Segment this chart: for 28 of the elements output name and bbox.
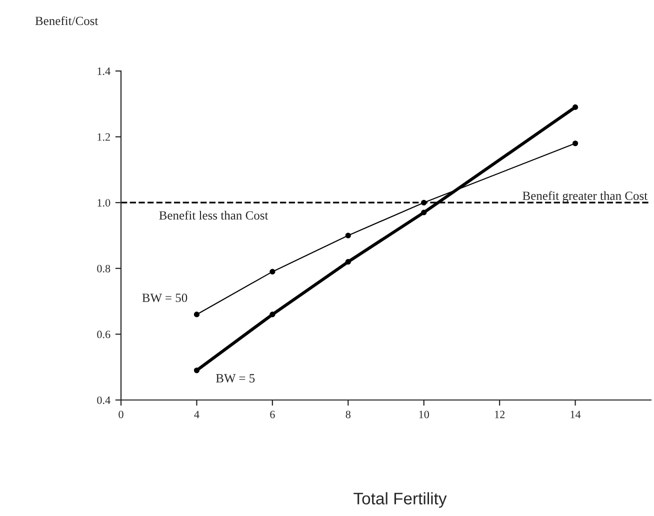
point xyxy=(194,312,200,318)
x-tick-label: 0 xyxy=(118,410,124,418)
annotation: Benefit less than Cost xyxy=(159,210,268,220)
point xyxy=(572,104,578,110)
x-axis-title: Total Fertility xyxy=(354,492,447,508)
x-tick-label: 4 xyxy=(194,410,200,418)
point xyxy=(421,210,427,216)
x-tick-label: 8 xyxy=(346,410,350,418)
point xyxy=(345,232,351,238)
point xyxy=(270,312,276,318)
point xyxy=(194,368,200,374)
y-tick-label: 1.0 xyxy=(98,199,110,207)
y-axis-title: Benefit/Cost xyxy=(35,16,98,26)
y-tick-label: 0.6 xyxy=(97,330,110,338)
point xyxy=(345,259,351,265)
y-tick-label: 1.4 xyxy=(98,68,110,76)
annotation: Benefit greater than Cost xyxy=(522,191,648,203)
point xyxy=(270,268,276,274)
y-tick-label: 1.2 xyxy=(98,133,110,141)
x-tick-label: 12 xyxy=(494,410,505,418)
point xyxy=(572,140,578,146)
y-tick-label: 0.8 xyxy=(97,264,110,272)
x-tick-label: 10 xyxy=(419,410,429,418)
x-tick-label: 14 xyxy=(570,410,581,418)
y-tick-label: 0.4 xyxy=(97,396,110,404)
x-tick-label: 6 xyxy=(270,410,275,418)
series-label: BW = 5 xyxy=(216,374,255,383)
series-label: BW = 50 xyxy=(142,294,188,302)
